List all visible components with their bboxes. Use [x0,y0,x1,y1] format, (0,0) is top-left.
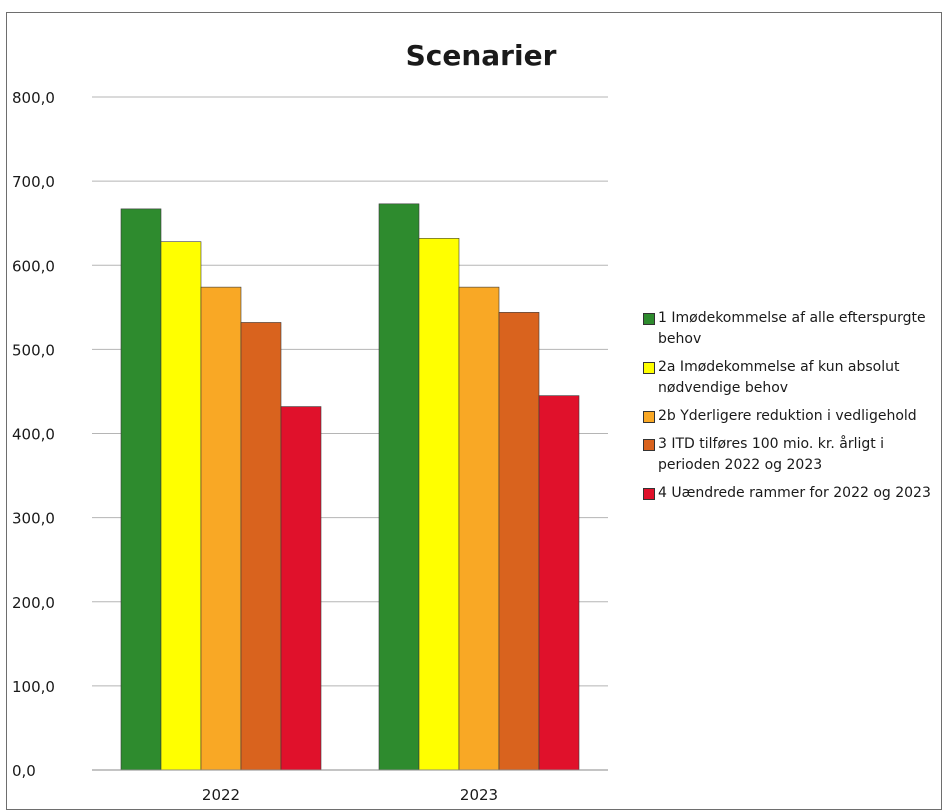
y-tick-label: 200,0 [12,594,55,612]
legend-swatch [643,411,655,423]
x-tick-label: 2023 [460,786,498,804]
bar [498,312,540,771]
legend-item: 2b Yderligere reduktion i vedligehold [643,406,943,427]
y-tick-label: 300,0 [12,510,55,528]
legend-swatch [643,313,655,325]
bars [120,203,580,771]
legend-swatch [643,439,655,451]
legend: 1 Imødekommelse af alle efterspurgte beh… [643,308,943,511]
bar [418,238,460,771]
legend-swatch [643,488,655,500]
y-tick-label: 100,0 [12,678,55,696]
y-axis-ticks: 0,0 100,0 200,0 300,0 400,0 500,0 600,0 700,0 80… [12,89,55,780]
legend-item: 2a Imødekommelse af kun absolut nødvendi… [643,357,943,399]
y-tick-label: 500,0 [12,341,55,359]
y-tick-label: 0,0 [12,762,36,780]
legend-item: 3 ITD tilføres 100 mio. kr. årligt i per… [643,434,943,476]
bar [458,286,500,771]
legend-item: 4 Uændrede rammer for 2022 og 2023 [643,483,943,504]
bar [120,208,162,771]
legend-item: 1 Imødekommelse af alle efterspurgte beh… [643,308,943,350]
legend-label: 2b Yderligere reduktion i vedligehold [658,408,917,424]
legend-label: 3 ITD tilføres 100 mio. kr. årligt i per… [658,436,885,473]
legend-label: 2a Imødekommelse af kun absolut nødvendi… [658,359,900,396]
y-tick-label: 800,0 [12,89,55,107]
y-tick-label: 700,0 [12,173,55,191]
legend-swatch [643,362,655,374]
bar [280,406,322,771]
chart-title: Scenarier [406,39,557,72]
bar [240,322,282,771]
bar [200,286,242,771]
bar [538,395,580,771]
x-axis-ticks: 2022 2023 [202,786,498,804]
y-tick-label: 600,0 [12,257,55,275]
x-tick-label: 2022 [202,786,240,804]
bar [160,241,202,771]
legend-label: 1 Imødekommelse af alle efterspurgte beh… [658,310,926,347]
y-tick-label: 400,0 [12,426,55,444]
bar [378,203,420,771]
legend-label: 4 Uændrede rammer for 2022 og 2023 [658,485,931,501]
